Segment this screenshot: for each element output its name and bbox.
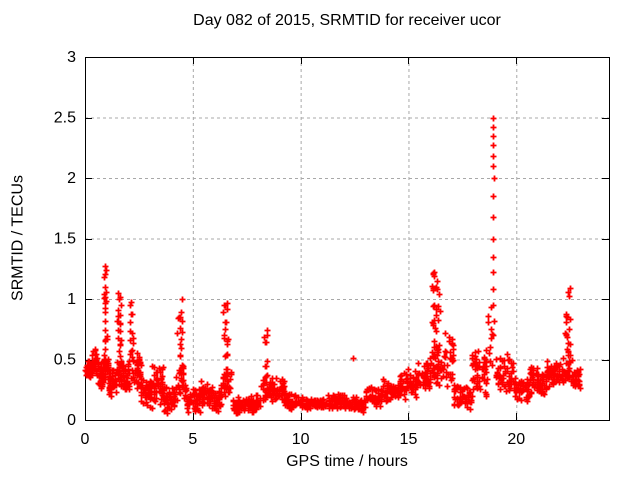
data-points [82,115,584,417]
x-tick-label: 15 [400,431,418,448]
y-tick-label: 0.5 [54,352,76,369]
y-tick-label: 2 [67,170,76,187]
y-tick-label: 1.5 [54,231,76,248]
x-tick-label: 5 [188,431,197,448]
y-tick-label: 0 [67,412,76,429]
x-tick-label: 10 [292,431,310,448]
x-axis-title: GPS time / hours [286,453,408,470]
y-tick-label: 3 [67,49,76,66]
x-tick-label: 0 [81,431,90,448]
y-tick-label: 2.5 [54,110,76,127]
y-tick-label: 1 [67,291,76,308]
chart-title: Day 082 of 2015, SRMTID for receiver uco… [193,12,501,29]
x-tick-label: 20 [507,431,525,448]
